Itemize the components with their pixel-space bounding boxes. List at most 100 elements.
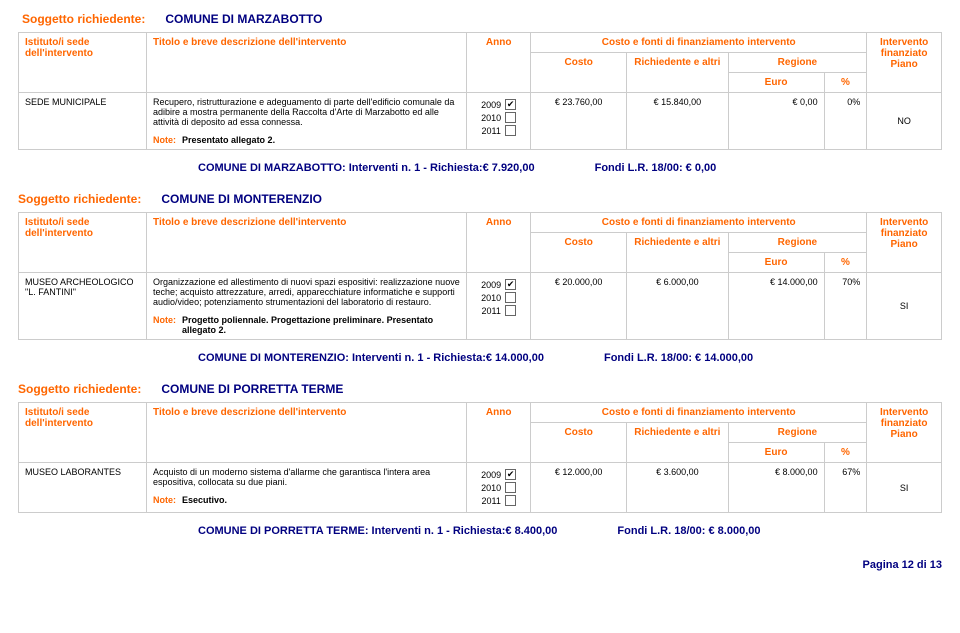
- year-label: 2011: [481, 126, 500, 136]
- note-text: Progetto poliennale. Progettazione preli…: [182, 315, 460, 335]
- col-regione: Regione: [728, 233, 867, 253]
- cell-reg-pct: 67%: [824, 463, 867, 513]
- year-checkbox: [505, 112, 516, 123]
- col-costo-fonti: Costo e fonti di finanziamento intervent…: [531, 403, 867, 423]
- note-block: Note: Presentato allegato 2.: [153, 135, 460, 145]
- col-costo-fonti: Costo e fonti di finanziamento intervent…: [531, 33, 867, 53]
- note-label: Note:: [153, 135, 176, 145]
- col-euro: Euro: [728, 73, 824, 93]
- soggetto-value: COMUNE DI MARZABOTTO: [165, 12, 322, 26]
- col-regione: Regione: [728, 423, 867, 443]
- cell-costo: € 23.760,00: [531, 93, 627, 150]
- table-row: MUSEO ARCHEOLOGICO "L. FANTINI" Organizz…: [19, 273, 942, 340]
- year-label: 2010: [481, 293, 501, 303]
- col-istituto: Istituto/i sede dell'intervento: [19, 403, 147, 463]
- table-row: SEDE MUNICIPALE Recupero, ristrutturazio…: [19, 93, 942, 150]
- col-anno: Anno: [467, 213, 531, 273]
- year-checkbox: [505, 482, 516, 493]
- note-text: Presentato allegato 2.: [182, 135, 275, 145]
- intervento-table: Istituto/i sede dell'intervento Titolo e…: [18, 402, 942, 513]
- col-titolo: Titolo e breve descrizione dell'interven…: [147, 213, 467, 273]
- year-option: 2010: [473, 292, 524, 303]
- col-regione: Regione: [728, 53, 867, 73]
- cell-fin: SI: [867, 463, 942, 513]
- soggetto-label: Soggetto richiedente:: [18, 378, 141, 400]
- summary-right: Fondi L.R. 18/00: € 0,00: [595, 162, 717, 174]
- soggetto-value: COMUNE DI PORRETTA TERME: [161, 382, 343, 396]
- cell-anno: 2009 ✔ 2010 2011: [467, 273, 531, 340]
- cell-fin: SI: [867, 273, 942, 340]
- year-option: 2009 ✔: [473, 99, 524, 110]
- cell-desc: Recupero, ristrutturazione e adeguamento…: [147, 93, 467, 150]
- col-intervento: Intervento finanziato Piano: [867, 33, 942, 93]
- cell-fin: NO: [867, 93, 942, 150]
- cell-reg-euro: € 0,00: [728, 93, 824, 150]
- col-costo: Costo: [531, 423, 627, 463]
- year-label: 2010: [481, 113, 501, 123]
- year-checkbox: [505, 495, 516, 506]
- col-costo-fonti: Costo e fonti di finanziamento intervent…: [531, 213, 867, 233]
- soggetto-label: Soggetto richiedente:: [18, 188, 141, 210]
- col-costo: Costo: [531, 53, 627, 93]
- col-intervento: Intervento finanziato Piano: [867, 213, 942, 273]
- summary-left: COMUNE DI MARZABOTTO: Interventi n. 1 - …: [198, 162, 535, 174]
- intervento-table: Istituto/i sede dell'intervento Titolo e…: [18, 212, 942, 340]
- cell-reg-pct: 0%: [824, 93, 867, 150]
- note-block: Note: Esecutivo.: [153, 495, 460, 505]
- col-percent: %: [824, 253, 867, 273]
- col-titolo: Titolo e breve descrizione dell'interven…: [147, 33, 467, 93]
- col-richiedente: Richiedente e altri: [627, 423, 728, 463]
- cell-anno: 2009 ✔ 2010 2011: [467, 93, 531, 150]
- year-option: 2010: [473, 482, 524, 493]
- col-istituto: Istituto/i sede dell'intervento: [19, 213, 147, 273]
- cell-costo: € 20.000,00: [531, 273, 627, 340]
- col-euro: Euro: [728, 443, 824, 463]
- cell-istituto: SEDE MUNICIPALE: [19, 93, 147, 150]
- year-option: 2009 ✔: [473, 279, 524, 290]
- note-label: Note:: [153, 495, 176, 505]
- year-label: 2009: [481, 280, 501, 290]
- summary-left: COMUNE DI PORRETTA TERME: Interventi n. …: [198, 525, 557, 537]
- soggetto-value: COMUNE DI MONTERENZIO: [161, 192, 322, 206]
- year-label: 2011: [481, 306, 500, 316]
- cell-istituto: MUSEO ARCHEOLOGICO "L. FANTINI": [19, 273, 147, 340]
- year-checkbox: [505, 305, 516, 316]
- cell-costo: € 12.000,00: [531, 463, 627, 513]
- cell-rich: € 6.000,00: [627, 273, 728, 340]
- col-richiedente: Richiedente e altri: [627, 53, 728, 93]
- year-option: 2011: [473, 125, 524, 136]
- note-label: Note:: [153, 315, 176, 335]
- col-percent: %: [824, 73, 867, 93]
- page-footer: Pagina 12 di 13: [18, 559, 942, 571]
- year-checkbox: [505, 125, 516, 136]
- col-percent: %: [824, 443, 867, 463]
- year-label: 2010: [481, 483, 501, 493]
- year-checkbox: ✔: [505, 279, 516, 290]
- table-row: MUSEO LABORANTES Acquisto di un moderno …: [19, 463, 942, 513]
- cell-istituto: MUSEO LABORANTES: [19, 463, 147, 513]
- col-costo: Costo: [531, 233, 627, 273]
- year-option: 2011: [473, 495, 524, 506]
- soggetto-header: Soggetto richiedente: COMUNE DI MONTEREN…: [18, 188, 942, 210]
- col-istituto: Istituto/i sede dell'intervento: [19, 33, 147, 93]
- col-euro: Euro: [728, 253, 824, 273]
- col-anno: Anno: [467, 33, 531, 93]
- year-checkbox: ✔: [505, 99, 516, 110]
- year-checkbox: ✔: [505, 469, 516, 480]
- year-label: 2009: [481, 100, 501, 110]
- col-richiedente: Richiedente e altri: [627, 233, 728, 273]
- year-option: 2010: [473, 112, 524, 123]
- summary-right: Fondi L.R. 18/00: € 8.000,00: [617, 525, 760, 537]
- cell-rich: € 3.600,00: [627, 463, 728, 513]
- summary-row: COMUNE DI PORRETTA TERME: Interventi n. …: [18, 519, 942, 551]
- year-option: 2011: [473, 305, 524, 316]
- cell-reg-euro: € 8.000,00: [728, 463, 824, 513]
- cell-desc: Organizzazione ed allestimento di nuovi …: [147, 273, 467, 340]
- soggetto-header: Soggetto richiedente: COMUNE DI MARZABOT…: [18, 8, 942, 30]
- intervento-table: Istituto/i sede dell'intervento Titolo e…: [18, 32, 942, 150]
- summary-left: COMUNE DI MONTERENZIO: Interventi n. 1 -…: [198, 352, 544, 364]
- col-anno: Anno: [467, 403, 531, 463]
- cell-reg-euro: € 14.000,00: [728, 273, 824, 340]
- summary-row: COMUNE DI MARZABOTTO: Interventi n. 1 - …: [18, 156, 942, 188]
- col-titolo: Titolo e breve descrizione dell'interven…: [147, 403, 467, 463]
